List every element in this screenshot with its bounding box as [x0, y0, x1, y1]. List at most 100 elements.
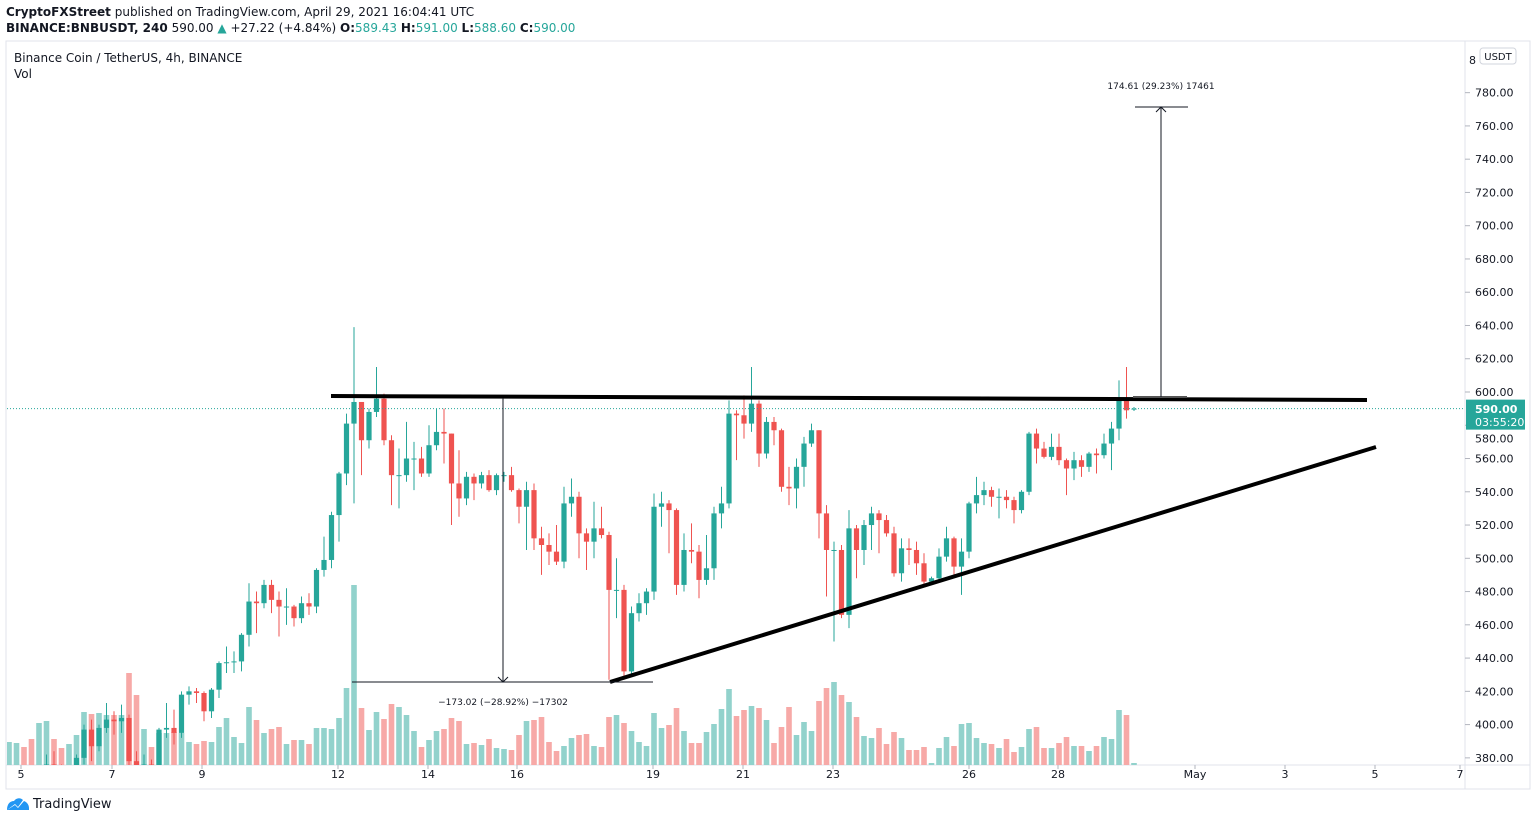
- candle: [763, 416, 770, 459]
- y-tick-label: 580.00: [1475, 433, 1514, 446]
- volume-bar: [133, 695, 140, 765]
- volume-bar: [426, 740, 432, 765]
- candle: [6, 778, 11, 795]
- support-trendline[interactable]: [609, 445, 1377, 684]
- candle-body: [36, 774, 41, 787]
- volume-bar: [148, 747, 155, 765]
- volume-bar: [606, 717, 612, 765]
- candle-body: [373, 398, 380, 412]
- candle: [396, 448, 402, 509]
- volume-bar: [561, 746, 567, 765]
- candle-body: [126, 717, 132, 762]
- volume-bar: [463, 744, 470, 765]
- candle-body: [403, 458, 410, 476]
- volume-bar: [321, 728, 327, 765]
- candle-body: [651, 506, 657, 592]
- resistance-line[interactable]: [330, 394, 1368, 402]
- y-tick-label: 400.00: [1475, 719, 1514, 732]
- volume-bar: [276, 727, 282, 765]
- volume-bar: [7, 742, 12, 765]
- volume-bar: [223, 718, 230, 765]
- y-tick-label: 540.00: [1475, 486, 1514, 499]
- candle-body: [1116, 400, 1122, 429]
- candle: [508, 466, 515, 492]
- candle: [673, 508, 680, 595]
- candle: [613, 558, 620, 619]
- candle-body: [448, 433, 455, 484]
- volume-bar: [1026, 729, 1032, 765]
- volume-bar: [1063, 737, 1070, 765]
- candle-body: [793, 466, 800, 489]
- candle: [568, 478, 575, 517]
- candle: [1131, 406, 1137, 411]
- y-tick-label: 760.00: [1475, 120, 1514, 133]
- currency-badge[interactable]: [1479, 47, 1517, 65]
- tradingview-footer[interactable]: TradingView: [6, 796, 112, 812]
- candle-body: [201, 693, 207, 712]
- volume-bar: [913, 750, 920, 765]
- candle-body: [163, 727, 170, 730]
- candle-body: [673, 510, 680, 585]
- candle: [156, 727, 162, 765]
- volume-bar: [981, 743, 987, 765]
- candle: [906, 538, 912, 565]
- y-tick-label: 720.00: [1475, 186, 1514, 199]
- candle-body: [178, 694, 185, 733]
- candle-body: [1056, 446, 1062, 461]
- high-value: 591.00: [415, 21, 458, 35]
- volume-bar: [1116, 710, 1122, 765]
- measure-down-tool[interactable]: −173.02 (−28.92%) −17302: [352, 398, 653, 708]
- volume-label: Vol: [14, 67, 32, 81]
- candle: [88, 719, 95, 762]
- candle-body: [988, 490, 995, 497]
- y-tick-label: 700.00: [1475, 220, 1514, 233]
- y-tick-label: 680.00: [1475, 253, 1514, 266]
- volume-bar: [261, 733, 267, 765]
- volume-bar: [808, 731, 815, 765]
- candle-body: [118, 717, 125, 722]
- candle: [861, 520, 867, 565]
- candle-body: [411, 458, 417, 460]
- candle-body: [1101, 443, 1107, 456]
- price-axis-top-partial: 8: [1469, 54, 1476, 67]
- candle: [456, 450, 462, 517]
- volume-bar: [103, 715, 110, 765]
- candle-body: [583, 533, 590, 542]
- candle-body: [718, 503, 725, 514]
- volume-bar: [598, 747, 605, 765]
- volume-bar: [373, 712, 380, 765]
- volume-bar: [208, 742, 215, 765]
- volume-bar: [861, 736, 867, 765]
- candle: [981, 481, 987, 506]
- candle: [1033, 428, 1040, 464]
- candle-body: [148, 764, 155, 765]
- volume-bar: [336, 718, 342, 765]
- candle: [1093, 448, 1100, 474]
- volume-bar: [396, 707, 402, 765]
- candle-body: [426, 445, 432, 474]
- candle: [486, 470, 492, 492]
- measure-up-tool[interactable]: 174.61 (29.23%) 17461: [1107, 82, 1215, 398]
- candle: [253, 591, 260, 634]
- candle: [741, 395, 747, 439]
- volume-bar: [1011, 752, 1017, 765]
- candle-body: [1018, 491, 1025, 511]
- candle-body: [493, 475, 500, 491]
- candle-body: [268, 584, 275, 600]
- candle: [988, 486, 995, 507]
- candle-body: [898, 548, 905, 574]
- price-axis[interactable]: 380.00 400.00 420.00 440.00 460.00 480.00 500.…: [1465, 87, 1514, 765]
- candle-body: [1011, 500, 1017, 511]
- candle-body: [576, 496, 582, 534]
- volume-bar: [718, 709, 725, 765]
- volume-bar: [493, 748, 500, 765]
- publisher-name: CryptoFXStreet: [6, 5, 111, 19]
- candle: [298, 596, 305, 624]
- candle-body: [59, 771, 64, 778]
- candle: [231, 651, 237, 674]
- volume-bar: [546, 742, 552, 765]
- candle-body: [688, 549, 695, 552]
- candle-body: [801, 443, 807, 467]
- time-axis[interactable]: 5 7 9 12 14 16 19 21 23 26 28 May 3 5 7: [18, 765, 1464, 781]
